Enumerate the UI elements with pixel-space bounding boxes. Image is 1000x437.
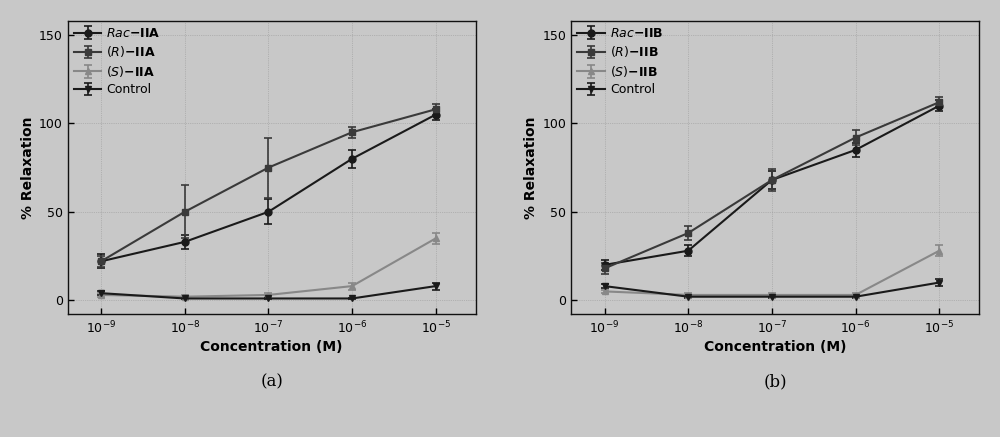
X-axis label: Concentration (M): Concentration (M): [200, 340, 343, 354]
Y-axis label: % Relaxation: % Relaxation: [21, 116, 35, 219]
Text: (a): (a): [260, 373, 283, 390]
Y-axis label: % Relaxation: % Relaxation: [524, 116, 538, 219]
Legend: $\mathit{Rac}$$\mathbf{-IIB}$, $\mathit{(R)}$$\mathbf{-IIB}$, $\mathit{(S)}$$\ma: $\mathit{Rac}$$\mathbf{-IIB}$, $\mathit{…: [575, 24, 666, 99]
X-axis label: Concentration (M): Concentration (M): [704, 340, 846, 354]
Text: (b): (b): [763, 373, 787, 390]
Legend: $\mathit{Rac}$$\mathbf{-IIA}$, $\mathit{(R)}$$\mathbf{-IIA}$, $\mathit{(S)}$$\ma: $\mathit{Rac}$$\mathbf{-IIA}$, $\mathit{…: [71, 24, 164, 99]
